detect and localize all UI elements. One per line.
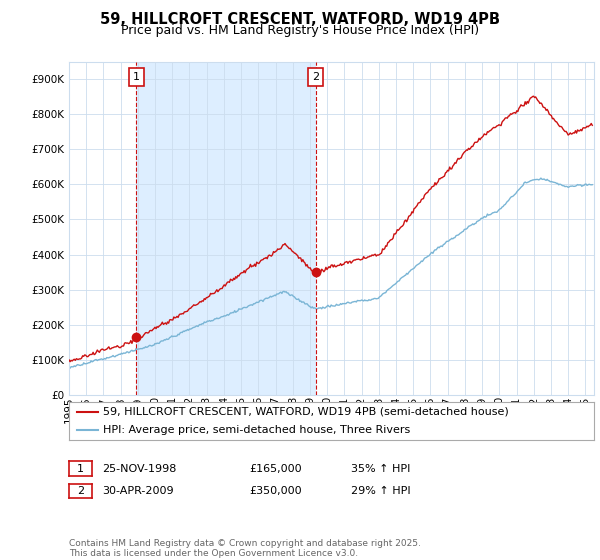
Text: 29% ↑ HPI: 29% ↑ HPI <box>351 486 410 496</box>
Text: 35% ↑ HPI: 35% ↑ HPI <box>351 464 410 474</box>
Text: 30-APR-2009: 30-APR-2009 <box>102 486 173 496</box>
Text: Price paid vs. HM Land Registry's House Price Index (HPI): Price paid vs. HM Land Registry's House … <box>121 24 479 36</box>
Bar <box>136 62 316 395</box>
Text: 1: 1 <box>133 72 140 82</box>
Text: 2: 2 <box>312 72 319 82</box>
Text: 25-NOV-1998: 25-NOV-1998 <box>102 464 176 474</box>
Text: 2: 2 <box>77 486 84 496</box>
Text: £165,000: £165,000 <box>249 464 302 474</box>
Text: 59, HILLCROFT CRESCENT, WATFORD, WD19 4PB (semi-detached house): 59, HILLCROFT CRESCENT, WATFORD, WD19 4P… <box>103 407 509 417</box>
Text: HPI: Average price, semi-detached house, Three Rivers: HPI: Average price, semi-detached house,… <box>103 425 410 435</box>
Text: Contains HM Land Registry data © Crown copyright and database right 2025.
This d: Contains HM Land Registry data © Crown c… <box>69 539 421 558</box>
Text: 1: 1 <box>77 464 84 474</box>
Text: 59, HILLCROFT CRESCENT, WATFORD, WD19 4PB: 59, HILLCROFT CRESCENT, WATFORD, WD19 4P… <box>100 12 500 27</box>
Text: £350,000: £350,000 <box>249 486 302 496</box>
